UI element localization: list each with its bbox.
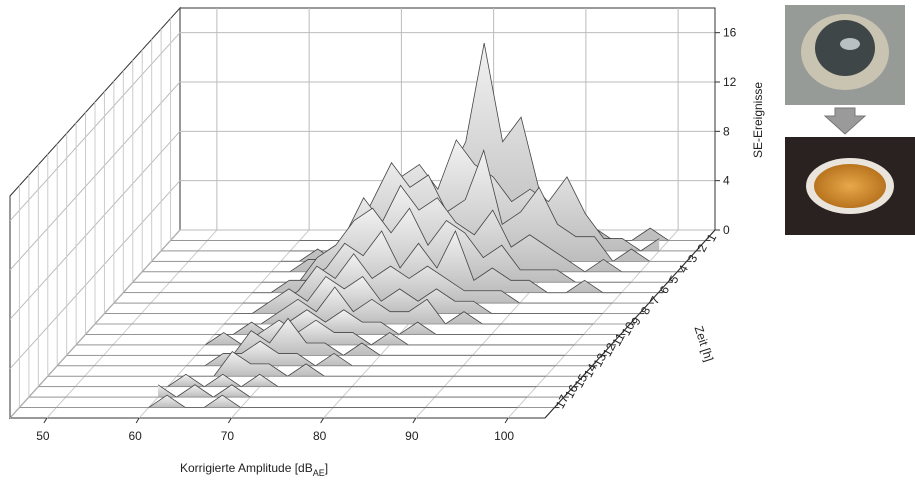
z-tick-label: 13 <box>591 351 610 370</box>
y-tick-label: 4 <box>723 174 730 188</box>
y-tick-label: 8 <box>723 124 730 138</box>
z-tick-label: 17 <box>553 392 572 411</box>
ridge-area <box>299 43 669 241</box>
ridge-area <box>195 318 565 356</box>
z-axis-title: Zeit [h] <box>691 324 716 363</box>
x-tick <box>43 417 48 424</box>
x-axis-title: Korrigierte Amplitude [dBAE] <box>180 461 328 478</box>
x-tick-label: 70 <box>221 429 235 443</box>
z-tick-label: 16 <box>562 382 581 401</box>
z-tick-label: 12 <box>600 340 619 359</box>
arrow-icon <box>823 107 867 135</box>
y-tick-label: 0 <box>723 223 730 237</box>
ridge-area <box>186 341 556 366</box>
ridge-area <box>176 351 546 377</box>
y-tick-label: 12 <box>723 75 737 89</box>
ridges <box>19 43 706 408</box>
x-tick <box>320 417 325 424</box>
z-tick-label: 15 <box>572 371 591 390</box>
z-tick-label: 14 <box>581 361 600 380</box>
x-tick <box>412 417 417 424</box>
x-tick-label: 100 <box>494 429 514 443</box>
y-axis-title: SE-Ereignisse <box>751 82 765 158</box>
z-tick-label: 10 <box>619 319 638 338</box>
x-tick-label: 50 <box>36 429 50 443</box>
x-tick-label: 90 <box>405 429 419 443</box>
ridge-area <box>224 287 594 324</box>
photo-before <box>785 5 905 105</box>
x-tick-label: 60 <box>128 429 142 443</box>
x-tick <box>227 417 232 424</box>
ridge-area <box>158 384 527 398</box>
ridge-line <box>261 207 631 283</box>
x-tick <box>135 417 140 424</box>
ridge-area <box>148 395 518 408</box>
x-tick <box>504 417 509 424</box>
ridge-area <box>167 374 537 387</box>
y-tick-label: 16 <box>723 26 737 40</box>
x-tick-label: 80 <box>313 429 327 443</box>
photo-after <box>785 137 915 235</box>
